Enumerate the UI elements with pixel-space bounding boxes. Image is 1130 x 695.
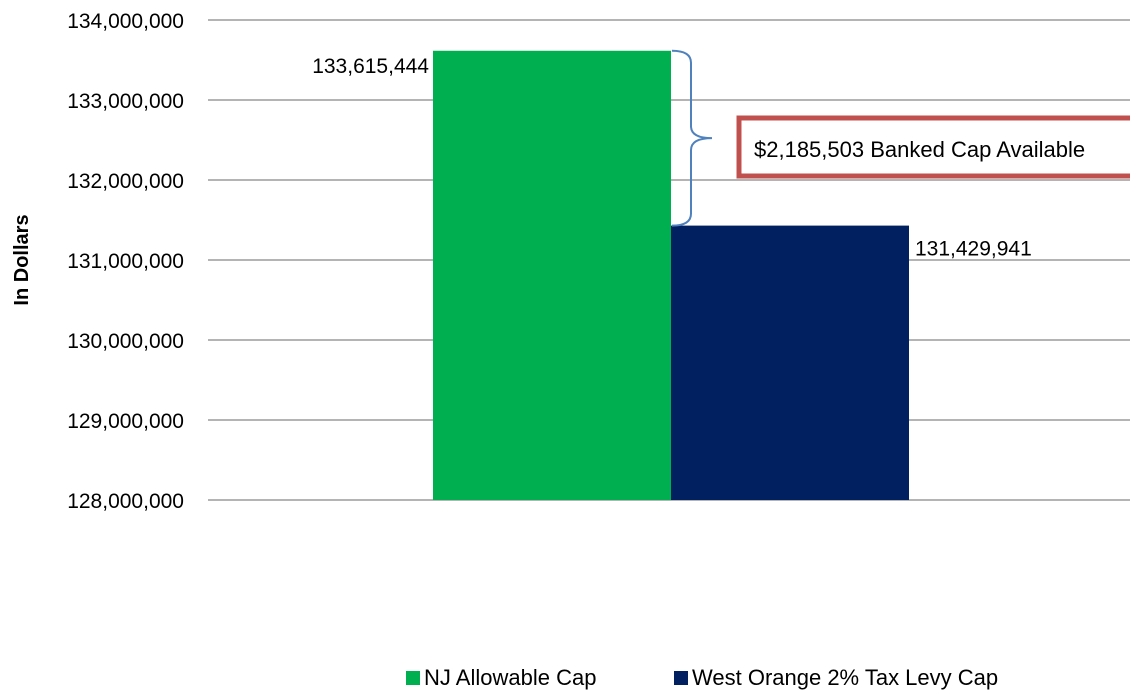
y-tick-label: 132,000,000 (67, 170, 184, 193)
y-tick-label: 134,000,000 (67, 10, 184, 33)
data-label: 133,615,444 (312, 55, 429, 78)
y-tick-label: 129,000,000 (67, 410, 184, 433)
y-axis-title: In Dollars (11, 214, 33, 305)
legend-swatch (674, 671, 688, 685)
legend-label: West Orange 2% Tax Levy Cap (692, 665, 998, 690)
data-label: 131,429,941 (915, 238, 1032, 261)
y-tick-label: 128,000,000 (67, 490, 184, 513)
annotation-text: $2,185,503 Banked Cap Available (754, 137, 1085, 162)
y-tick-label: 131,000,000 (67, 250, 184, 273)
legend: NJ Allowable Cap West Orange 2% Tax Levy … (406, 665, 998, 690)
y-axis-ticks: 128,000,000 129,000,000 130,000,000 131,000… (67, 10, 184, 513)
legend-label: NJ Allowable Cap (424, 665, 596, 690)
annotation-callout: $2,185,503 Banked Cap Available (736, 115, 1130, 179)
y-tick-label: 133,000,000 (67, 90, 184, 113)
data-labels: 133,615,444 131,429,941 (312, 55, 1032, 261)
y-tick-label: 130,000,000 (67, 330, 184, 353)
annotation-box (736, 115, 1130, 179)
bars (433, 50, 909, 501)
legend-swatch (406, 671, 420, 685)
brace-annotation (671, 49, 713, 227)
bar-nj-allowable-cap (433, 50, 671, 501)
bar-west-orange-tax-levy-cap (671, 225, 909, 500)
